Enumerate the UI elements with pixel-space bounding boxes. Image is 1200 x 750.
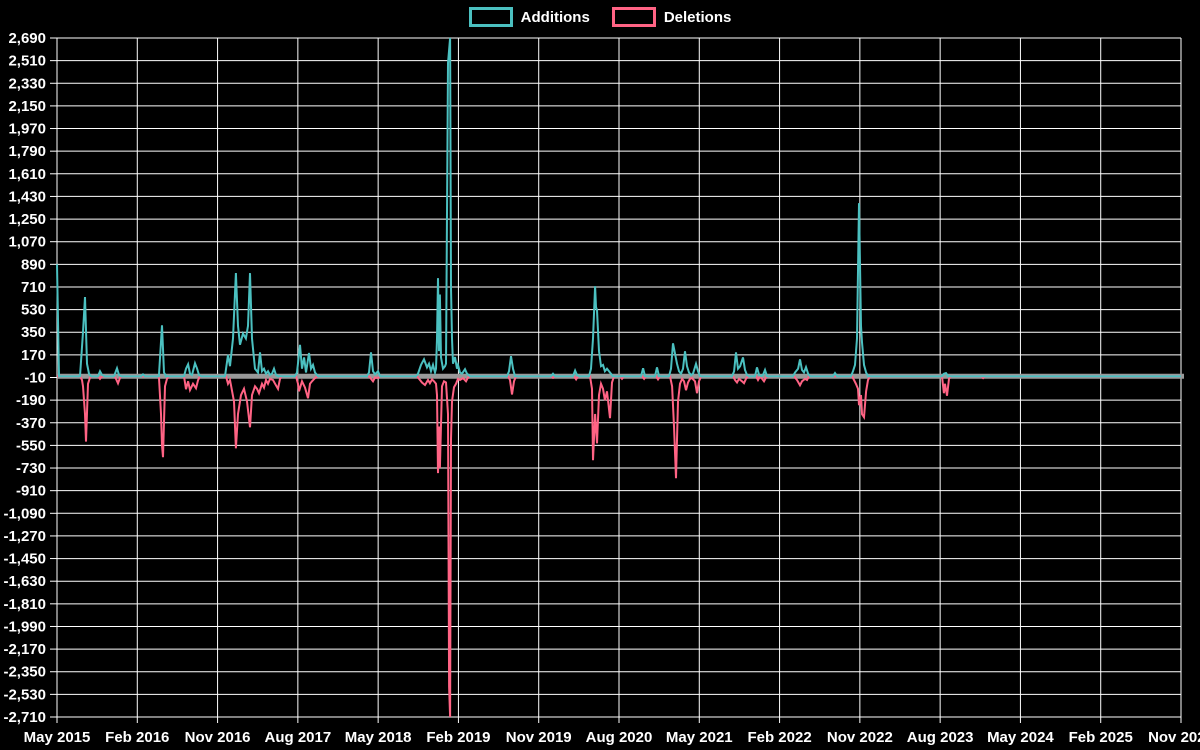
- y-tick-label: -2,170: [3, 641, 46, 658]
- y-tick-label: -1,270: [3, 528, 46, 545]
- y-tick-label: -730: [16, 460, 46, 477]
- y-tick-label: -190: [16, 392, 46, 409]
- x-tick-label: Aug 2023: [907, 729, 974, 746]
- legend-label-additions: Additions: [520, 8, 590, 26]
- y-tick-label: -1,990: [3, 618, 46, 635]
- y-tick-label: 350: [21, 324, 46, 341]
- additions-swatch: [468, 7, 513, 27]
- x-tick-label: Nov 2016: [185, 729, 251, 746]
- chart-legend: Additions Deletions: [0, 7, 1200, 27]
- y-tick-label: 1,790: [8, 143, 46, 160]
- x-tick-label: May 2021: [666, 729, 733, 746]
- y-tick-label: 2,690: [8, 30, 46, 47]
- y-tick-label: 170: [21, 347, 46, 364]
- y-tick-label: 1,250: [8, 211, 46, 228]
- y-tick-label: 1,610: [8, 166, 46, 183]
- x-tick-label: Feb 2019: [426, 729, 490, 746]
- x-gridlines: [56, 38, 1182, 723]
- y-tick-label: -2,530: [3, 686, 46, 703]
- legend-label-deletions: Deletions: [663, 8, 732, 26]
- y-tick-label: 1,070: [8, 234, 46, 251]
- y-tick-label: 2,150: [8, 98, 46, 115]
- x-tick-label: Nov 2022: [827, 729, 893, 746]
- y-tick-label: -370: [16, 415, 46, 432]
- y-tick-label: -2,710: [3, 709, 46, 726]
- y-tick-label: 1,430: [8, 188, 46, 205]
- x-tick-label: Nov 2025: [1148, 729, 1200, 746]
- y-tick-label: 2,510: [8, 53, 46, 70]
- additions-line: [56, 37, 1181, 378]
- x-tick-label: May 2024: [987, 729, 1054, 746]
- y-tick-label: 530: [21, 302, 46, 319]
- y-tick-label: 710: [21, 279, 46, 296]
- y-tick-label: -910: [16, 483, 46, 500]
- x-tick-label: May 2018: [345, 729, 412, 746]
- x-tick-label: Aug 2020: [586, 729, 653, 746]
- y-tick-label: -1,450: [3, 551, 46, 568]
- legend-item-additions[interactable]: Additions: [468, 7, 590, 27]
- y-tick-label: -10: [24, 370, 46, 387]
- legend-item-deletions[interactable]: Deletions: [611, 7, 732, 27]
- y-tick-label: -2,350: [3, 664, 46, 681]
- y-tick-label: 890: [21, 256, 46, 273]
- y-axis-labels: 2,690 2,510 2,330 2,150 1,970 1,790 1,610 1,430…: [3, 30, 46, 726]
- y-tick-label: -550: [16, 437, 46, 454]
- y-tick-label: 2,330: [8, 75, 46, 92]
- x-tick-label: Aug 2017: [265, 729, 332, 746]
- x-tick-label: Nov 2019: [506, 729, 572, 746]
- deletions-swatch: [611, 7, 656, 27]
- x-axis-labels: May 2015 Feb 2016 Nov 2016 Aug 2017 May 2018…: [24, 729, 1200, 746]
- x-tick-label: May 2015: [24, 729, 91, 746]
- x-tick-label: Feb 2016: [105, 729, 169, 746]
- y-tick-label: 1,970: [8, 121, 46, 138]
- y-tick-label: -1,810: [3, 596, 46, 613]
- y-tick-label: -1,090: [3, 505, 46, 522]
- x-tick-label: Feb 2025: [1069, 729, 1133, 746]
- y-tick-label: -1,630: [3, 573, 46, 590]
- x-tick-label: Feb 2022: [747, 729, 811, 746]
